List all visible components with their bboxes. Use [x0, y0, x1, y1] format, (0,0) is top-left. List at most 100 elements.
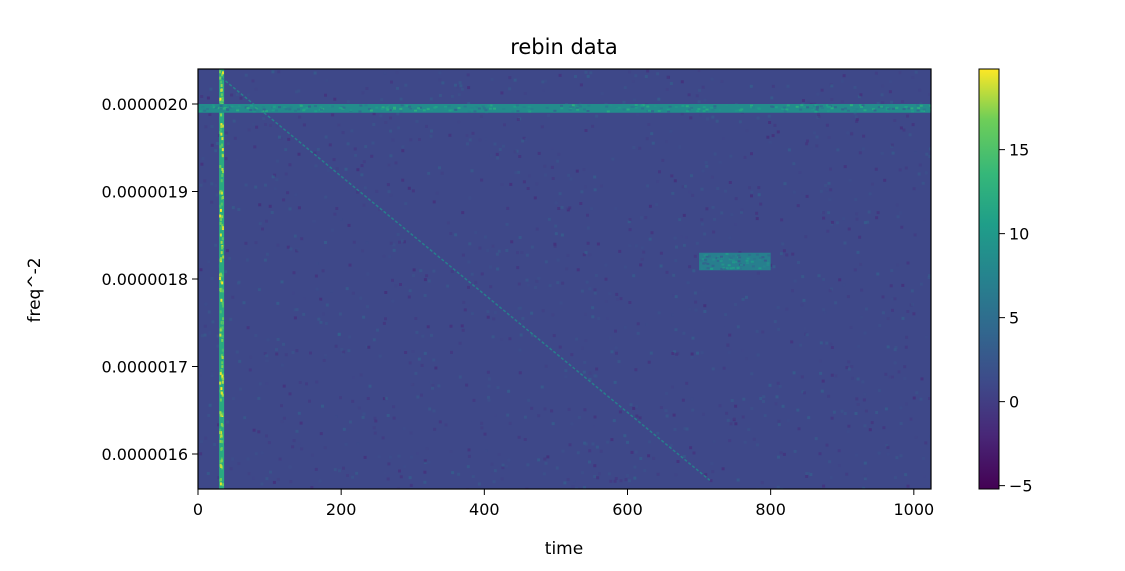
noise-cell: [515, 149, 519, 153]
noise-cell: [401, 178, 405, 182]
noise-cell: [842, 217, 846, 221]
vertical-line-speck: [221, 301, 224, 305]
y-axis: 0.00000160.00000170.00000180.00000190.00…: [101, 95, 198, 464]
noise-cell: [408, 476, 412, 480]
noise-cell: [302, 312, 306, 316]
noise-cell: [276, 243, 280, 247]
horizontal-band-speck: [314, 110, 318, 113]
noise-cell: [251, 122, 255, 126]
noise-cell: [438, 94, 442, 97]
noise-cell: [295, 90, 298, 94]
noise-cell: [381, 436, 385, 440]
noise-cell: [693, 291, 697, 295]
horizontal-band-speck: [502, 108, 506, 111]
horizontal-band-speck: [586, 110, 590, 112]
noise-cell: [429, 97, 433, 101]
horizontal-band-speck: [513, 105, 517, 108]
noise-cell: [518, 371, 522, 375]
noise-cell: [732, 136, 736, 140]
noise-cell: [252, 428, 256, 432]
noise-cell: [243, 205, 247, 209]
noise-cell: [550, 409, 554, 413]
noise-cell: [487, 398, 491, 402]
vertical-line-speck: [221, 246, 224, 250]
noise-cell: [640, 246, 644, 250]
noise-cell: [613, 479, 617, 483]
noise-cell: [619, 297, 623, 301]
noise-cell: [560, 205, 564, 209]
noise-cell: [525, 487, 529, 489]
noise-cell: [819, 189, 823, 193]
noise-cell: [430, 333, 433, 337]
y-tick-label: 0.0000019: [101, 183, 188, 202]
horizontal-band-speck: [634, 106, 638, 109]
noise-cell: [344, 167, 348, 171]
noise-cell: [614, 477, 618, 480]
noise-cell: [580, 190, 584, 194]
noise-cell: [855, 119, 859, 123]
horizontal-band-speck: [736, 104, 740, 107]
noise-cell: [324, 195, 328, 199]
noise-cell: [724, 189, 727, 193]
noise-cell: [774, 402, 778, 406]
noise-cell: [200, 440, 204, 444]
noise-cell: [324, 356, 328, 360]
noise-cell: [599, 184, 603, 188]
vertical-line-speck: [221, 373, 224, 376]
noise-cell: [588, 377, 592, 381]
noise-cell: [317, 481, 321, 484]
noise-cell: [580, 289, 584, 293]
noise-cell: [441, 81, 445, 85]
noise-cell: [377, 455, 381, 459]
horizontal-band-speck: [261, 106, 265, 109]
noise-cell: [491, 244, 495, 248]
noise-cell: [401, 145, 405, 149]
vertical-line-speck: [220, 179, 223, 183]
rectangle-feature-speck: [722, 266, 726, 269]
noise-cell: [821, 379, 825, 383]
noise-cell: [203, 324, 207, 328]
noise-cell: [224, 131, 228, 135]
noise-cell: [490, 78, 494, 81]
noise-cell: [372, 112, 376, 116]
noise-cell: [690, 174, 693, 178]
noise-cell: [685, 427, 689, 431]
noise-cell: [589, 270, 593, 274]
noise-cell: [360, 173, 364, 177]
noise-cell: [711, 205, 715, 209]
rectangle-feature-speck: [748, 253, 752, 256]
vertical-line: [219, 69, 225, 489]
horizontal-band-speck: [281, 110, 284, 113]
horizontal-band-speck: [222, 107, 226, 110]
horizontal-band-speck: [785, 108, 789, 111]
noise-cell: [389, 193, 393, 197]
noise-cell: [522, 180, 526, 184]
noise-cell: [734, 404, 738, 408]
horizontal-band-speck: [444, 107, 448, 110]
noise-cell: [235, 158, 239, 162]
noise-cell: [799, 343, 803, 347]
noise-cell: [295, 349, 299, 353]
noise-cell: [209, 87, 213, 91]
noise-cell: [867, 210, 871, 214]
horizontal-band-speck: [887, 108, 891, 111]
noise-cell: [859, 93, 863, 97]
noise-cell: [792, 162, 796, 166]
rectangle-feature-speck: [732, 255, 735, 258]
noise-cell: [397, 126, 401, 130]
noise-cell: [404, 351, 408, 354]
noise-cell: [265, 359, 269, 363]
noise-cell: [906, 261, 910, 265]
noise-cell: [415, 330, 419, 334]
noise-cell: [768, 140, 772, 144]
noise-cell: [339, 396, 342, 400]
diagonal-line: [221, 77, 711, 481]
noise-cell: [362, 160, 366, 164]
noise-cell: [556, 281, 560, 285]
rectangle-feature-speck: [707, 255, 711, 258]
noise-cell: [517, 170, 521, 174]
noise-cell: [530, 245, 534, 249]
noise-cell: [579, 83, 583, 87]
rectangle-feature-speck: [755, 253, 759, 256]
noise-cell: [792, 371, 796, 375]
